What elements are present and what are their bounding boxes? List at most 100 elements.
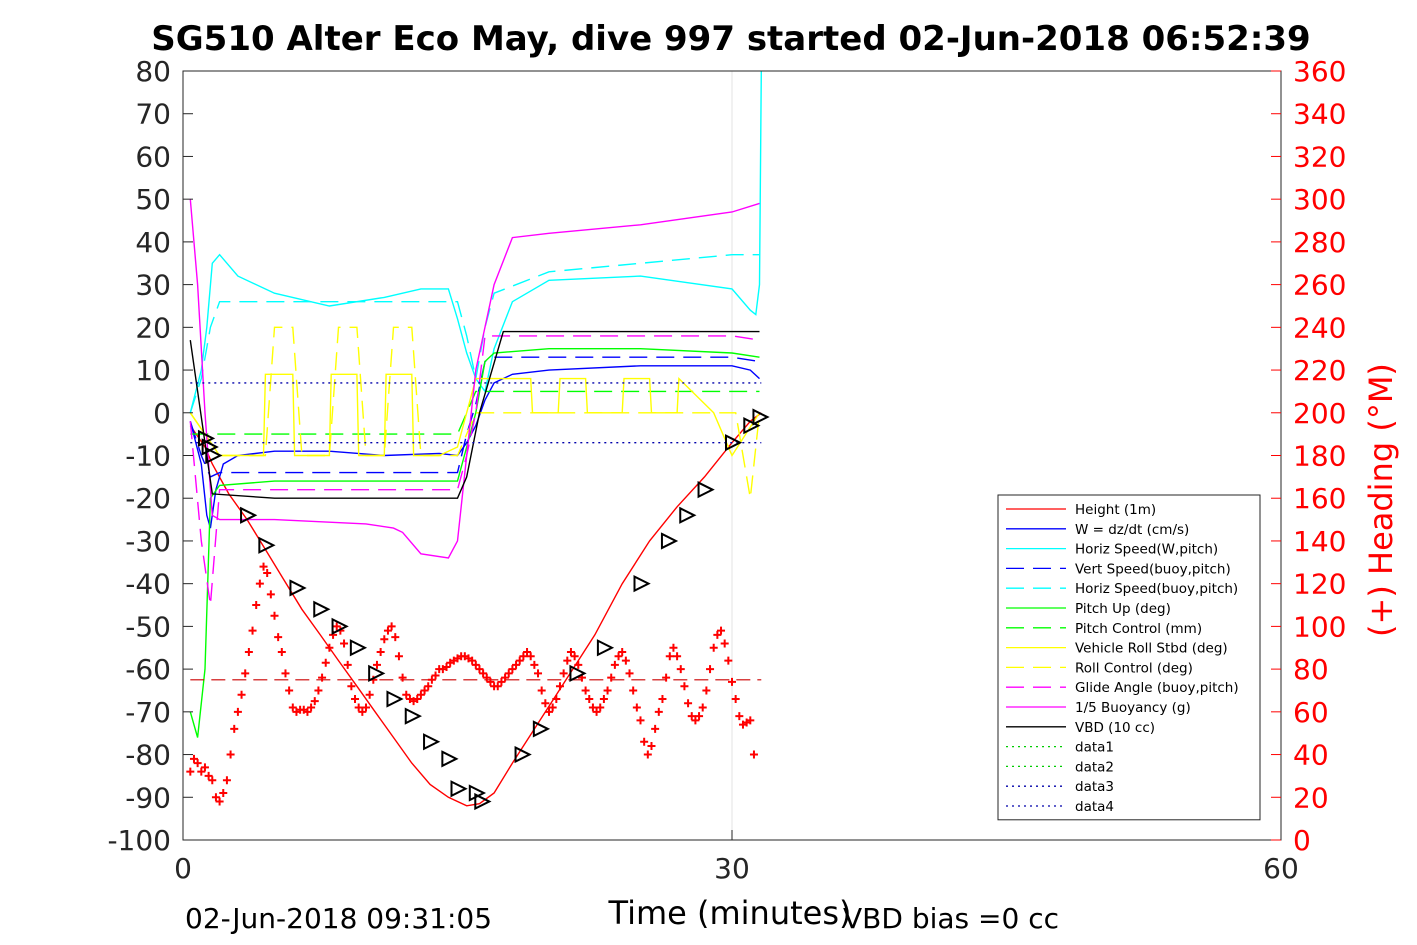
heading-point — [427, 675, 436, 684]
heading-point — [530, 660, 539, 669]
heading-point — [310, 697, 319, 706]
depth-marker — [660, 532, 679, 550]
right-tick-label: 280 — [1293, 226, 1346, 259]
heading-point — [197, 767, 206, 776]
heading-point — [691, 716, 700, 725]
right-tick-label: 340 — [1293, 98, 1346, 131]
heading-point — [636, 716, 645, 725]
depth-marker — [258, 536, 276, 554]
depth-marker — [532, 720, 551, 738]
heading-point — [270, 611, 279, 620]
heading-point — [713, 630, 722, 639]
right-tick-label: 80 — [1293, 653, 1329, 686]
y-tick-label: 50 — [135, 183, 171, 216]
heading-point — [709, 643, 718, 652]
heading-point — [325, 643, 334, 652]
heading-point — [523, 648, 532, 657]
heading-point — [244, 648, 253, 657]
heading-point — [208, 776, 217, 785]
heading-point — [321, 658, 330, 667]
right-axis-label: (+) Heading (°M) — [1362, 363, 1400, 637]
y-tick-label: -20 — [125, 482, 171, 515]
heading-point — [200, 763, 209, 772]
heading-point — [610, 660, 619, 669]
heading-point — [266, 590, 275, 599]
heading-point — [288, 703, 297, 712]
heading-point — [570, 652, 579, 661]
heading-point — [416, 690, 425, 699]
series-line — [189, 326, 761, 499]
depth-marker — [404, 707, 422, 725]
heading-point — [281, 669, 290, 678]
heading-point — [508, 665, 517, 674]
legend-label: W = dz/dt (cm/s) — [1075, 522, 1189, 538]
heading-point — [574, 660, 583, 669]
heading-point — [314, 686, 323, 695]
heading-point — [303, 707, 312, 716]
heading-point — [365, 690, 374, 699]
right-tick-label: 240 — [1293, 311, 1346, 344]
y-tick-label: -100 — [107, 824, 171, 857]
heading-point — [259, 562, 268, 571]
heading-point — [735, 712, 744, 721]
heading-point — [581, 686, 590, 695]
heading-point — [420, 686, 429, 695]
y-tick-label: 80 — [135, 55, 171, 88]
heading-point — [643, 750, 652, 759]
heading-point — [277, 648, 286, 657]
heading-point — [596, 703, 605, 712]
heading-point — [482, 673, 491, 682]
depth-marker — [697, 481, 715, 499]
legend-label: 1/5 Buoyancy (g) — [1075, 700, 1191, 716]
depth-marker — [679, 506, 697, 524]
heading-point — [632, 703, 641, 712]
heading-point — [219, 789, 228, 798]
heading-point — [376, 648, 385, 657]
heading-point — [211, 793, 220, 802]
depth-marker — [468, 784, 487, 802]
legend-label: data2 — [1075, 759, 1114, 775]
legend-label: Vert Speed(buoy,pitch) — [1075, 561, 1231, 577]
heading-point — [493, 682, 502, 691]
heading-point — [614, 652, 623, 661]
right-tick-label: 0 — [1293, 824, 1311, 857]
footer-timestamp: 02-Jun-2018 09:31:05 — [185, 902, 492, 935]
heading-point — [592, 707, 601, 716]
legend-label: Glide Angle (buoy,pitch) — [1075, 680, 1239, 696]
y-tick-label: 20 — [135, 311, 171, 344]
legend-label: Vehicle Roll Stbd (deg) — [1075, 641, 1228, 657]
depth-marker — [441, 750, 459, 768]
right-tick-label: 40 — [1293, 739, 1329, 772]
depth-marker — [743, 416, 761, 435]
legend-label: Horiz Speed(W,pitch) — [1075, 542, 1218, 558]
heading-point — [358, 707, 367, 716]
heading-point — [285, 686, 294, 695]
y-tick-label: 40 — [135, 226, 171, 259]
heading-point — [318, 673, 327, 682]
right-tick-label: 180 — [1293, 440, 1346, 473]
series-line — [189, 373, 761, 457]
heading-point — [684, 699, 693, 708]
depth-marker — [240, 506, 258, 524]
y-tick-label: -40 — [125, 568, 171, 601]
heading-point — [647, 742, 656, 751]
heading-point — [665, 652, 674, 661]
heading-point — [468, 656, 477, 665]
heading-point — [618, 648, 627, 657]
x-tick-label: 30 — [714, 852, 750, 885]
heading-point — [654, 707, 663, 716]
heading-point — [413, 695, 422, 704]
heading-point — [545, 707, 553, 716]
heading-point — [720, 639, 729, 648]
y-tick-label: 30 — [135, 269, 171, 302]
legend-label: Roll Control (deg) — [1075, 660, 1193, 676]
heading-point — [387, 622, 396, 631]
heading-point — [237, 690, 246, 699]
depth-marker — [450, 780, 468, 798]
heading-point — [222, 776, 231, 785]
y-tick-label: 70 — [135, 98, 171, 131]
heading-point — [673, 652, 682, 661]
y-tick-label: -50 — [125, 610, 171, 643]
heading-point — [479, 669, 488, 678]
heading-point — [442, 662, 451, 671]
